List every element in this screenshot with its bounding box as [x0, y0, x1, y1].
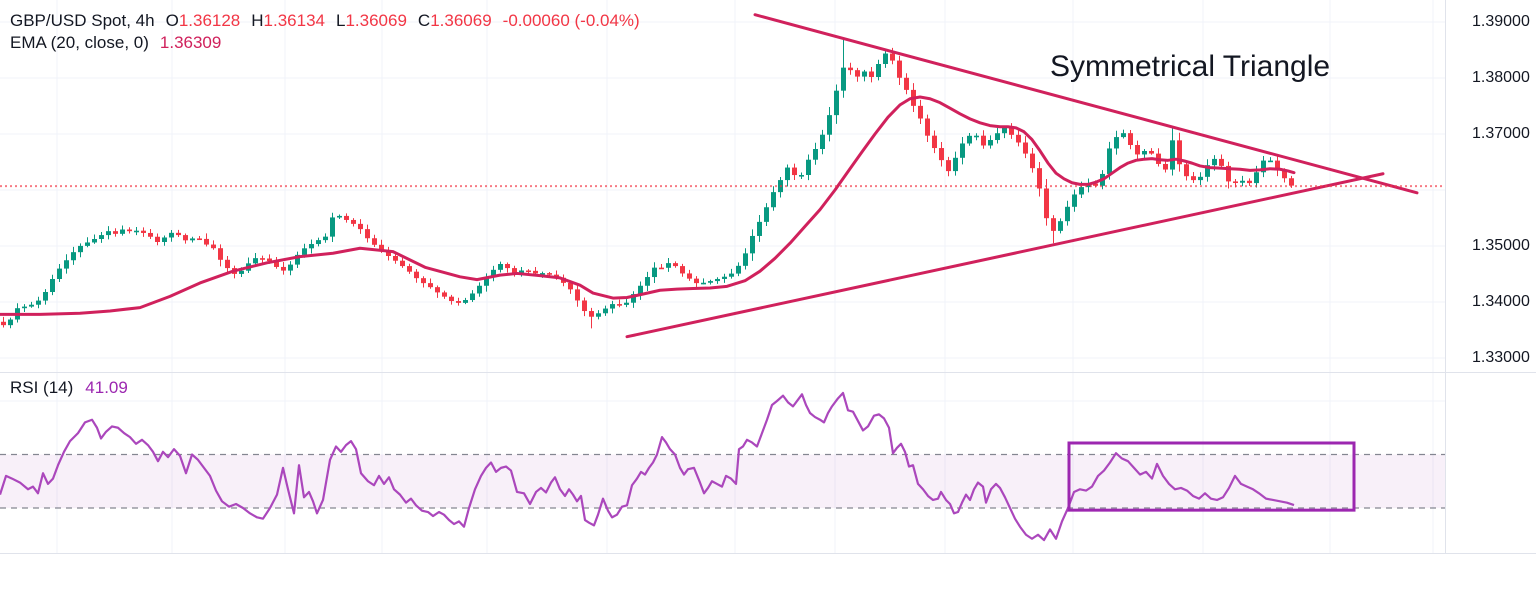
last-price-badge: 1.36069 [1471, 183, 1527, 200]
rsi-value: 41.09 [85, 378, 128, 397]
symbol-title: GBP/USD Spot, 4h [10, 11, 155, 30]
rsi-status-line[interactable]: RSI (14) 41.09 [10, 378, 128, 398]
price-axis-label: 1.39000 [1472, 13, 1530, 30]
symbol-status-line[interactable]: GBP/USD Spot, 4h O1.36128 H1.36134 L1.36069… [10, 10, 651, 31]
price-axis-label: 1.34000 [1472, 293, 1530, 310]
ema-value: 1.36309 [159, 33, 222, 52]
ohlc-close: C1.36069 [417, 11, 492, 30]
price-axis-label: 1.33000 [1472, 349, 1530, 366]
price-axis-label: 1.37000 [1472, 125, 1530, 142]
rsi-value-badge: 41.09 [1471, 497, 1509, 514]
change-value: -0.00060 (-0.04%) [502, 11, 640, 30]
price-axis-label: 1.35000 [1472, 237, 1530, 254]
price-axis-label: 1.38000 [1472, 69, 1530, 86]
ohlc-high: H1.36134 [251, 11, 325, 30]
ema-label: EMA (20, close, 0) [10, 33, 149, 52]
symmetrical-triangle-annotation[interactable]: Symmetrical Triangle [1050, 50, 1331, 83]
ohlc-open: O1.36128 [165, 11, 241, 30]
symbol-legend: GBP/USD Spot, 4h O1.36128 H1.36134 L1.36069… [10, 10, 651, 54]
ema-price-badge: 1.36309 [1471, 162, 1527, 179]
ohlc-low: L1.36069 [336, 11, 407, 30]
ema-status-line[interactable]: EMA (20, close, 0) 1.36309 [10, 32, 651, 53]
rsi-label: RSI (14) [10, 378, 74, 397]
